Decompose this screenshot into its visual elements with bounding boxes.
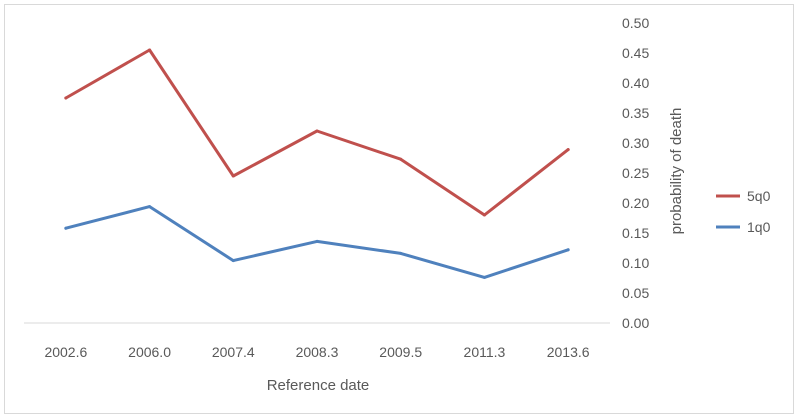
data-point — [315, 239, 319, 243]
data-point — [231, 259, 235, 263]
y-tick-label: 0.15 — [622, 225, 649, 241]
x-tick-label: 2002.6 — [44, 344, 87, 360]
legend-label-5q0: 5q0 — [747, 188, 771, 204]
data-point — [482, 275, 486, 279]
data-point — [566, 248, 570, 252]
data-point — [64, 226, 68, 230]
x-tick-label: 2009.5 — [379, 344, 422, 360]
x-tick-label: 2011.3 — [464, 344, 506, 360]
data-point — [148, 48, 152, 52]
x-tick-label: 2013.6 — [547, 344, 590, 360]
legend: 5q0 1q0 — [716, 188, 771, 235]
data-point — [148, 205, 152, 209]
y-tick-label: 0.40 — [622, 75, 649, 91]
y-tick-label: 0.45 — [622, 45, 649, 61]
data-point — [566, 148, 570, 152]
data-point — [399, 157, 403, 161]
y-tick-label: 0.05 — [622, 285, 649, 301]
data-point — [231, 174, 235, 178]
data-point — [482, 213, 486, 217]
y-tick-label: 0.25 — [622, 165, 649, 181]
y-tick-label: 0.50 — [622, 15, 649, 31]
x-axis-title: Reference date — [267, 377, 370, 394]
y-tick-label: 0.35 — [622, 105, 649, 121]
x-tick-labels: 2002.6 2006.0 2007.4 2008.3 2009.5 2011.3 2013… — [44, 344, 589, 360]
y-tick-labels: 0.00 0.05 0.10 0.15 0.20 0.25 0.30 0.35 0.40 0.45… — [622, 15, 649, 331]
data-point — [64, 96, 68, 100]
y-tick-label: 0.30 — [622, 135, 649, 151]
data-point — [399, 251, 403, 255]
y-axis-title: probability of death — [668, 108, 685, 235]
y-tick-label: 0.10 — [622, 255, 649, 271]
x-tick-label: 2007.4 — [212, 344, 255, 360]
series-layer — [64, 48, 570, 279]
data-point — [315, 129, 319, 133]
x-tick-label: 2008.3 — [296, 344, 339, 360]
x-tick-label: 2006.0 — [128, 344, 171, 360]
y-tick-label: 0.00 — [622, 315, 649, 331]
y-tick-label: 0.20 — [622, 195, 649, 211]
legend-label-1q0: 1q0 — [747, 219, 771, 235]
